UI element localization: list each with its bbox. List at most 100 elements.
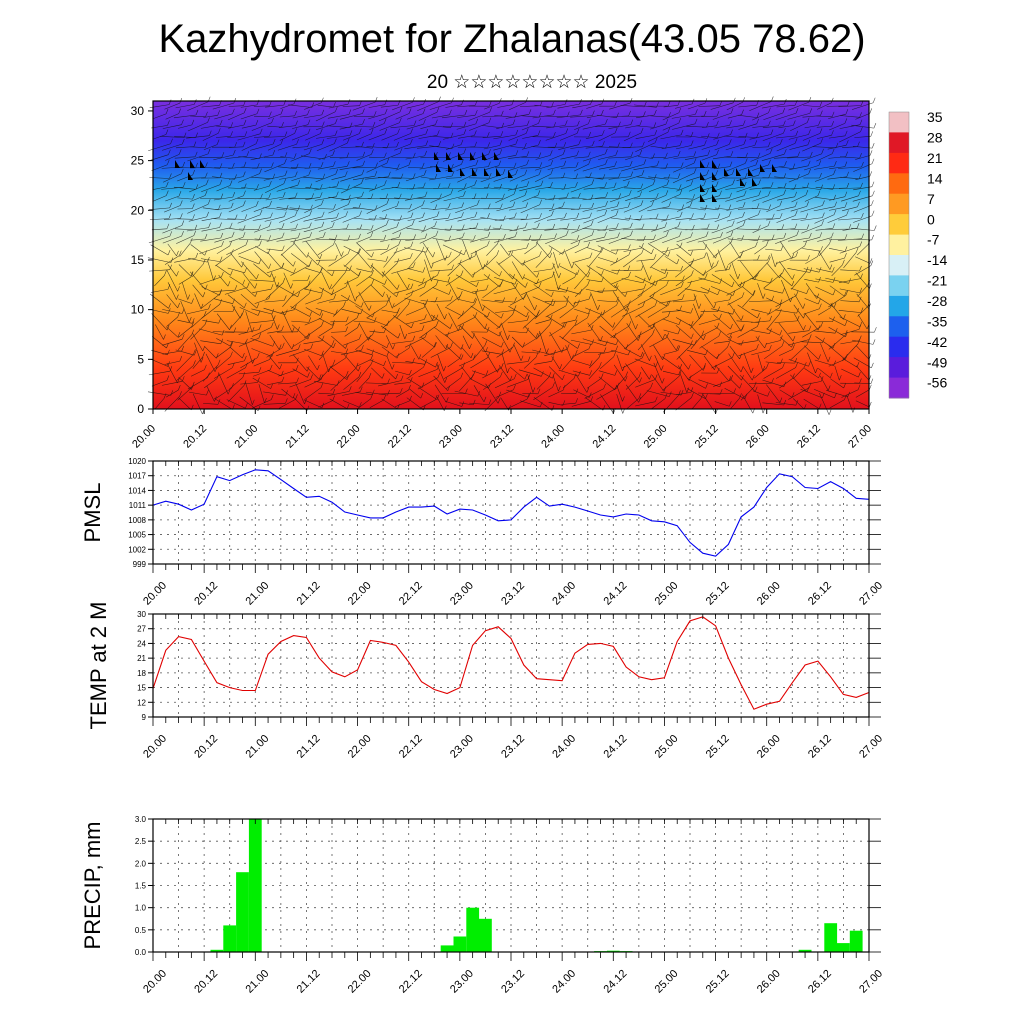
wind-barb <box>577 299 580 305</box>
wind-barb <box>806 117 810 123</box>
wind-barb <box>508 247 527 252</box>
wind-barb <box>560 238 578 241</box>
wind-barb <box>588 118 591 124</box>
wind-barb <box>787 339 810 346</box>
wind-barb <box>240 382 258 385</box>
heatmap-xtick-label: 23.00 <box>437 423 465 451</box>
wind-barb <box>739 393 742 399</box>
wind-barb <box>795 251 799 257</box>
wind-barb <box>293 153 297 159</box>
wind-barb <box>758 190 761 196</box>
wind-barb <box>460 354 464 360</box>
wind-barb <box>228 228 244 231</box>
wind-barb <box>268 221 272 227</box>
wind-barb <box>616 300 619 306</box>
wind-barb <box>739 281 743 288</box>
wind-flag <box>472 168 477 176</box>
wind-barb <box>200 258 221 262</box>
wind-barb <box>572 217 590 221</box>
wind-barb <box>319 192 323 198</box>
wind-barb <box>331 272 346 290</box>
wind-barb <box>457 184 475 192</box>
wind-barb <box>698 277 720 284</box>
wind-barb <box>339 113 363 120</box>
wind-barb <box>610 217 629 221</box>
wind-barb <box>679 305 682 311</box>
wind-barb <box>358 270 362 277</box>
wind-barb <box>690 250 693 256</box>
wind-barb <box>781 224 785 230</box>
wind-barb <box>802 303 806 309</box>
wind-barb <box>729 274 741 288</box>
wind-barb <box>574 263 589 278</box>
wind-barb <box>650 276 667 285</box>
wind-barb <box>640 183 644 189</box>
wind-barb <box>167 282 177 300</box>
wind-barb <box>332 359 336 365</box>
wind-barb <box>829 196 845 201</box>
wind-barb <box>702 394 716 414</box>
wind-barb <box>562 385 566 391</box>
wind-barb <box>833 209 837 215</box>
wind-barb <box>417 377 439 390</box>
wind-barb <box>830 372 833 378</box>
wind-barb <box>233 149 236 156</box>
wind-barb <box>417 101 439 111</box>
wind-barb <box>457 114 476 118</box>
wind-barb <box>553 122 556 128</box>
wind-barb <box>214 113 233 120</box>
wind-barb <box>316 135 336 139</box>
wind-barb <box>535 240 539 246</box>
wind-barb <box>473 297 476 304</box>
wind-barb <box>627 201 631 208</box>
wind-barb <box>258 367 262 373</box>
wind-barb <box>726 225 744 234</box>
wind-barb <box>230 315 243 329</box>
wind-barb <box>164 270 167 276</box>
wind-barb <box>828 345 846 360</box>
wind-barb <box>771 234 775 240</box>
wind-barb <box>355 305 373 318</box>
wind-barb <box>586 279 602 283</box>
wind-barb <box>193 349 196 355</box>
wind-flag <box>448 164 453 172</box>
wind-barb <box>552 262 560 279</box>
heatmap-xtick-label: 21.00 <box>232 423 260 451</box>
wind-barb <box>776 104 796 108</box>
wind-barb <box>764 345 783 360</box>
wind-barb <box>546 348 549 354</box>
colorbar-label: -56 <box>927 375 947 391</box>
wind-barb <box>485 284 489 290</box>
wind-barb <box>778 125 794 129</box>
wind-barb <box>228 105 244 107</box>
wind-barb <box>194 293 202 310</box>
wind-barb <box>252 217 271 221</box>
pmsl-xtick-label: 25.00 <box>653 580 681 608</box>
wind-barb <box>168 213 172 219</box>
wind-barb <box>716 149 719 155</box>
wind-barb <box>566 344 570 350</box>
wind-barb <box>228 195 244 202</box>
wind-barb <box>307 275 310 281</box>
wind-barb <box>640 344 650 361</box>
pmsl-xtick-label: 24.00 <box>550 580 578 608</box>
wind-barb <box>469 254 473 260</box>
wind-barb <box>807 160 811 166</box>
wind-barb <box>488 161 491 167</box>
wind-barb <box>599 166 615 170</box>
temp-2m-xtick-label: 22.12 <box>397 733 425 761</box>
wind-barb <box>359 128 362 134</box>
wind-barb <box>550 314 553 320</box>
wind-barb <box>779 213 783 219</box>
wind-barb <box>293 242 308 258</box>
wind-barb <box>221 152 225 158</box>
wind-barb <box>283 178 287 184</box>
wind-flag <box>175 160 180 168</box>
wind-barb <box>259 209 263 216</box>
wind-barb <box>705 383 708 389</box>
wind-barb <box>562 249 565 255</box>
wind-barb <box>602 141 605 147</box>
wind-barb <box>285 204 289 211</box>
wind-barb <box>637 285 653 297</box>
wind-barb <box>323 231 326 238</box>
